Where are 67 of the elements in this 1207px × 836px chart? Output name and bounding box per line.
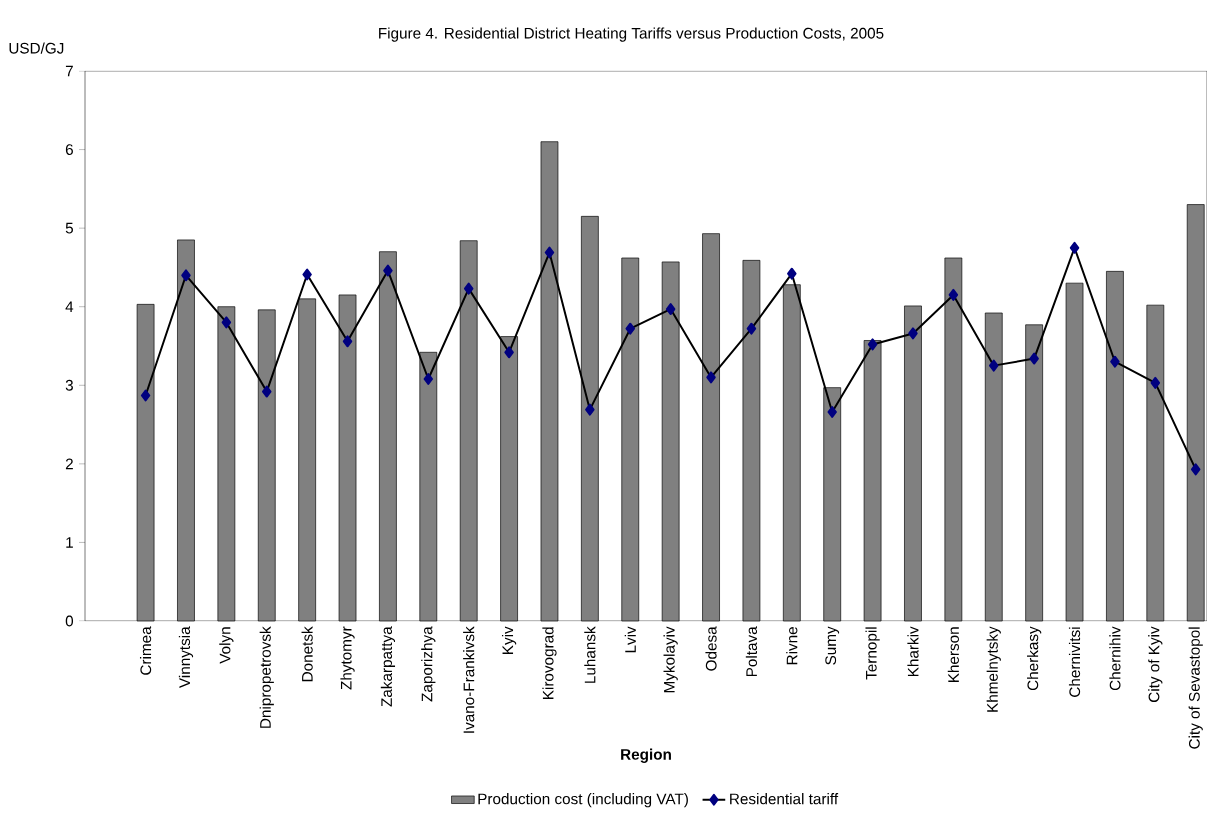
y-tick-label: 0 [65,615,74,627]
x-tick-label: Dnipropetrovsk [259,626,274,728]
point [383,264,393,277]
point [1110,355,1120,368]
x-tick-label: Crimea [139,626,152,675]
y-tick-label: 5 [65,222,73,234]
point [504,346,514,359]
y-tick-label: 1 [66,537,73,548]
point [787,267,797,280]
x-tick-label: Poltava [745,626,758,677]
legend-label: Production cost (including VAT) [478,793,688,808]
x-tick-label: Kharkiv [907,626,919,677]
x-tick-label: Kyiv [501,626,517,654]
point [989,359,999,372]
y-tick-label: 2 [65,458,73,470]
x-tick-label: Volyn [219,627,234,664]
point [585,403,595,416]
x-tick-label: Zhytomyr [340,626,355,690]
legend-label: Residential tariff [730,793,839,805]
point [544,246,555,259]
point [948,288,959,301]
x-tick-label: Zaporizhya [421,626,436,702]
x-tick-label: City of Kyiv [1148,626,1163,702]
y-tick-label: 4 [65,301,74,312]
point [625,322,636,335]
x-tick-label: Ternopil [865,627,880,680]
chart-title: Figure 4. Residential District Heating Tariffs versus Production Costs, 2005 [379,27,884,42]
point [181,269,191,282]
point [1029,352,1039,365]
point [302,268,312,281]
point [423,372,434,385]
point [706,371,716,384]
point [746,322,757,335]
point [262,385,272,398]
x-tick-label: Rivne [786,627,798,665]
point [463,282,474,295]
x-tick-label: Lviv [624,626,636,653]
y-tick-label: 6 [65,144,73,155]
x-tick-label: Zakarpattya [380,626,396,707]
x-tick-label: Cherkasy [1027,626,1042,691]
point [221,316,232,329]
y-tick-label: 3 [65,379,73,391]
point [867,338,878,351]
x-tick-label: Luhansk [584,626,596,683]
point [1150,376,1161,389]
x-tick-label: Chernivitsi [1068,627,1081,697]
x-tick-label: Donetsk [301,626,313,682]
x-axis-title: Region [621,748,671,763]
x-tick-label: Chernihiv [1109,626,1121,691]
point [1069,241,1080,254]
x-tick-label: Sumy [825,626,840,665]
point [665,303,676,316]
x-tick-label: Vinnytsia [178,626,194,688]
x-tick-label: Mykolayiv [663,626,678,693]
point [342,335,353,348]
y-tick-label: 7 [65,65,73,77]
x-tick-label: Kherson [947,627,959,682]
point [908,327,918,340]
x-tick-label: City of Sevastopol [1188,627,1203,749]
x-tick-label: Khmelnytsky [986,626,1001,712]
point [1190,463,1201,476]
x-tick-label: Kirovograd [542,627,557,699]
x-tick-label: Ivano-Frankivsk [463,626,475,733]
y-axis-title: USD/GJ [9,42,64,54]
point [140,389,151,402]
x-tick-label: Odesa [705,626,717,671]
point [827,405,837,418]
